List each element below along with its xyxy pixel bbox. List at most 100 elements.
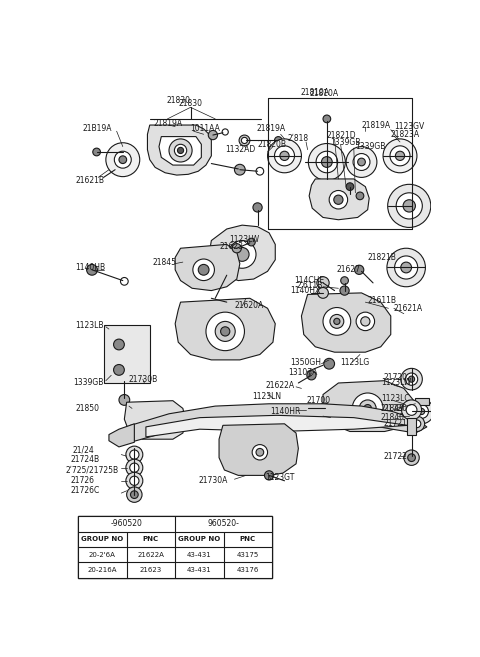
Circle shape [401,262,411,273]
Text: 21724B: 21724B [71,455,99,464]
Circle shape [252,445,267,460]
Circle shape [222,129,228,135]
Text: 21730B: 21730B [129,374,158,384]
Text: 21621B: 21621B [75,176,104,185]
Circle shape [114,339,124,350]
Circle shape [119,395,130,405]
Text: 21830: 21830 [179,99,203,108]
Circle shape [307,371,316,380]
Circle shape [169,139,192,162]
Circle shape [358,158,365,166]
Circle shape [322,156,332,168]
Text: 960520-: 960520- [208,520,240,528]
Text: 1011AA: 1011AA [191,124,220,133]
Circle shape [361,317,370,326]
Polygon shape [301,293,391,352]
Text: GROUP NO: GROUP NO [178,536,220,542]
Circle shape [316,151,337,173]
Circle shape [253,203,262,212]
Polygon shape [147,125,211,175]
Polygon shape [309,179,369,219]
Polygon shape [175,298,275,360]
Circle shape [235,248,249,261]
Text: 1350GH: 1350GH [291,357,322,367]
Circle shape [120,277,128,285]
Text: 21700: 21700 [306,396,330,405]
Circle shape [353,154,370,170]
Polygon shape [175,244,240,290]
Text: 2ʹ611B: 2ʹ611B [296,281,323,290]
Text: 21820B: 21820B [258,140,287,148]
Polygon shape [209,225,275,281]
Text: 21/24: 21/24 [73,445,95,455]
Text: 43175: 43175 [237,552,259,558]
Text: 21721: 21721 [383,419,407,428]
Circle shape [359,400,376,417]
Text: 21819A: 21819A [154,119,183,128]
Text: 21823A: 21823A [391,130,420,139]
Polygon shape [109,424,134,447]
Text: 20-2'6A: 20-2'6A [89,552,116,558]
Circle shape [127,487,142,503]
Circle shape [130,463,139,472]
Circle shape [130,476,139,486]
Text: 21730A: 21730A [198,476,228,486]
Circle shape [256,449,264,456]
Circle shape [308,143,345,181]
Text: 21726C: 21726C [71,486,100,495]
Text: 21810A: 21810A [310,89,339,98]
Circle shape [126,459,143,476]
Circle shape [395,256,418,279]
Text: 1140HX: 1140HX [291,286,321,295]
Circle shape [86,264,97,275]
Text: 1123LW: 1123LW [381,378,411,388]
Circle shape [228,240,256,268]
Bar [415,398,429,405]
Circle shape [409,399,434,424]
Text: 21810A: 21810A [301,88,330,97]
Text: 1339GB: 1339GB [355,142,386,151]
Circle shape [324,358,335,369]
Text: 1123LN: 1123LN [252,392,281,401]
Text: 2ʹ818: 2ʹ818 [288,135,309,143]
Text: 21622A: 21622A [137,552,164,558]
Circle shape [403,200,415,212]
Text: 1123LB: 1123LB [75,321,104,330]
Circle shape [106,143,140,177]
Circle shape [119,156,127,164]
Circle shape [318,288,328,298]
Circle shape [355,265,364,275]
Circle shape [239,135,250,146]
Circle shape [406,373,418,385]
Circle shape [396,151,405,160]
Circle shape [323,307,351,335]
Text: PNC: PNC [143,536,159,542]
Circle shape [126,472,143,489]
Circle shape [198,264,209,275]
Circle shape [396,193,422,219]
Text: 1123GV: 1123GV [394,122,424,131]
Circle shape [340,286,349,295]
Text: 21720: 21720 [383,404,407,413]
Polygon shape [124,401,186,439]
Text: 21611B: 21611B [368,296,396,305]
Circle shape [114,365,124,375]
Circle shape [356,312,374,330]
Circle shape [346,147,377,177]
Circle shape [319,403,330,414]
Text: 2ʹ725/21725B: 2ʹ725/21725B [65,466,118,474]
Text: 21821B: 21821B [368,253,396,262]
Circle shape [387,248,425,286]
Circle shape [131,491,138,499]
Bar [78,516,272,578]
Circle shape [406,405,417,415]
Text: 21622A: 21622A [265,381,294,390]
Text: 43-431: 43-431 [187,552,212,558]
Text: 21821D: 21821D [327,131,357,141]
Bar [78,516,272,578]
Text: GROUP NO: GROUP NO [81,536,123,542]
Circle shape [383,139,417,173]
Circle shape [334,318,340,325]
Circle shape [126,446,143,463]
Circle shape [114,151,131,168]
